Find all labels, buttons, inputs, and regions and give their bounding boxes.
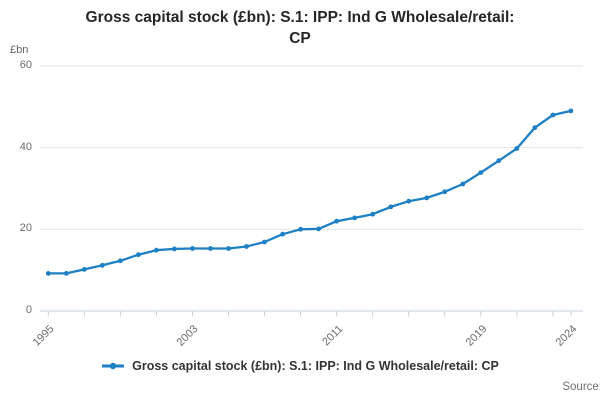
data-point-marker — [118, 258, 123, 264]
data-point-marker — [45, 271, 51, 276]
data-point-marker — [190, 246, 195, 251]
legend: Gross capital stock (£bn): S.1: IPP: Ind… — [0, 359, 600, 373]
data-point-marker — [568, 108, 574, 114]
data-point-marker — [154, 247, 159, 253]
y-axis-tick-label: 0 — [25, 304, 32, 316]
data-point-marker — [208, 246, 213, 251]
data-point-marker — [280, 231, 285, 237]
source-label: Source: — [562, 381, 600, 393]
data-point-marker — [352, 215, 357, 221]
data-point-marker — [316, 226, 321, 232]
data-point-marker — [388, 204, 394, 210]
chart-title: Gross capital stock (£bn): S.1: IPP: Ind… — [30, 7, 570, 49]
data-point-marker — [496, 158, 502, 164]
data-point-marker — [424, 195, 430, 201]
data-point-marker — [406, 198, 412, 204]
data-point-marker — [172, 246, 177, 252]
legend-line-marker-icon — [102, 362, 125, 370]
data-point-marker — [81, 267, 87, 272]
data-point-marker — [532, 125, 538, 131]
y-axis-tick-label: 60 — [19, 59, 32, 71]
data-point-marker — [442, 189, 448, 195]
data-point-marker — [244, 244, 249, 249]
legend-item[interactable]: Gross capital stock (£bn): S.1: IPP: Ind… — [101, 359, 499, 373]
data-point-marker — [136, 252, 141, 258]
data-point-marker — [460, 181, 466, 187]
y-axis-tick-label: 20 — [19, 222, 32, 235]
data-point-marker — [478, 170, 484, 176]
data-point-marker — [226, 246, 231, 251]
data-point-marker — [63, 271, 69, 276]
data-point-marker — [100, 262, 105, 268]
series-line — [47, 109, 573, 275]
data-point-marker — [550, 112, 556, 118]
legend-label: Gross capital stock (£bn): S.1: IPP: Ind… — [132, 359, 499, 373]
chart-title-line1: Gross capital stock (£bn): S.1: IPP: Ind… — [85, 9, 515, 26]
y-axis-tick-label: 40 — [19, 140, 32, 153]
data-point-marker — [334, 218, 339, 224]
data-point-marker — [514, 146, 520, 151]
data-point-marker — [298, 226, 303, 232]
data-point-marker — [262, 239, 267, 245]
data-point-marker — [370, 211, 376, 217]
chart-title-line2: CP — [289, 30, 311, 47]
y-axis-unit-label: £bn — [10, 44, 29, 56]
